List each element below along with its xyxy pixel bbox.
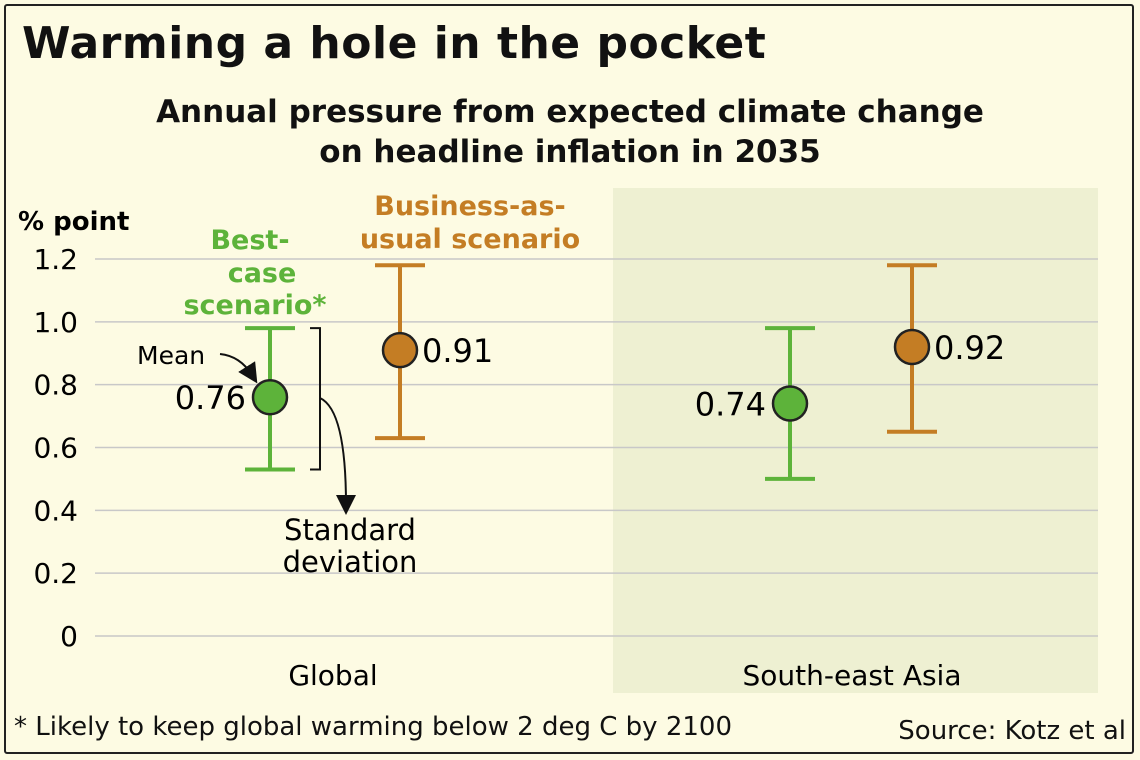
mean-point — [771, 385, 809, 422]
y-axis-label: % point — [18, 207, 129, 237]
y-tick-label: 0.4 — [33, 494, 78, 527]
series-label-business-as-usual: usual scenario — [360, 224, 580, 255]
subtitle-line-2: on headline inflation in 2035 — [319, 134, 821, 170]
sd-annotation-line-1: Standard — [284, 513, 416, 547]
sd-annotation-line-2: deviation — [283, 545, 418, 579]
series-label-business-as-usual: Business-as- — [374, 191, 566, 222]
x-category-label: South-east Asia — [742, 659, 961, 692]
mean-value-label: 0.74 — [695, 386, 766, 424]
y-tick-label: 1.2 — [33, 243, 78, 276]
footnote: * Likely to keep global warming below 2 … — [14, 712, 732, 742]
sd-bracket — [310, 327, 321, 471]
mean-point — [381, 331, 419, 369]
mean-arrow — [219, 353, 258, 384]
highlight-panel — [613, 188, 1098, 693]
y-tick-label: 0.8 — [33, 369, 78, 402]
y-tick-label: 0.6 — [33, 432, 78, 465]
series-label-best-case: Best- — [210, 225, 289, 256]
y-tick-label: 1.0 — [33, 306, 78, 339]
mean-point — [893, 328, 931, 366]
mean-value-label: 0.76 — [175, 379, 246, 417]
sd-arrow — [319, 397, 356, 515]
subtitle-line-1: Annual pressure from expected climate ch… — [156, 94, 984, 130]
mean-annotation: Mean — [137, 341, 205, 370]
x-category-label: Global — [288, 659, 377, 692]
y-tick-label: 0.2 — [33, 557, 78, 590]
mean-point — [251, 378, 289, 416]
mean-value-label: 0.91 — [422, 332, 493, 370]
series-label-best-case: case — [228, 258, 297, 289]
y-tick-label: 0 — [60, 620, 78, 653]
source-note: Source: Kotz et al — [898, 716, 1126, 746]
chart-subtitle: Annual pressure from expected climate ch… — [0, 92, 1140, 172]
chart-title: Warming a hole in the pocket — [22, 18, 767, 69]
series-label-best-case: scenario* — [183, 290, 326, 321]
mean-value-label: 0.92 — [934, 329, 1005, 367]
